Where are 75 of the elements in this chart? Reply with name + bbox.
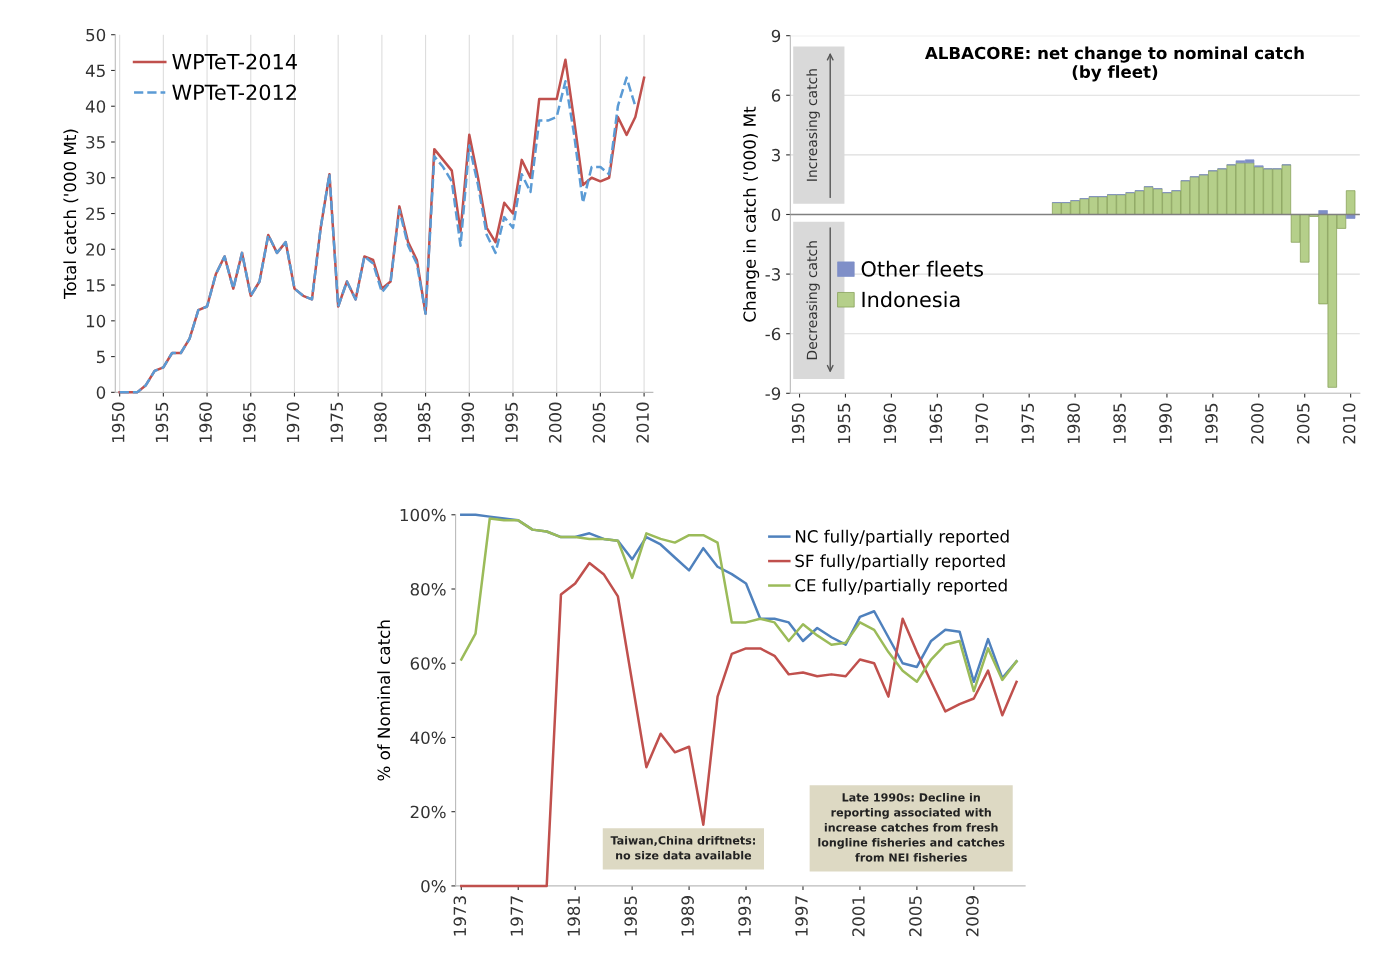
x-tick-label: 2005 [909, 896, 922, 937]
y-axis-title: Total catch ('000 Mt) [63, 129, 79, 299]
x-tick-label: 2010 [636, 402, 649, 443]
x-tick-label: 1950 [111, 402, 125, 442]
x-tick-label: 2010 [1342, 403, 1356, 444]
x-tick-label: 1955 [837, 403, 851, 443]
annotation: Decreasing catch [806, 241, 820, 360]
x-tick-label: 1993 [738, 896, 751, 936]
x-tick-label: 1980 [1067, 403, 1080, 443]
x-tick-label: 1995 [505, 402, 518, 442]
y-tick-label: 35 [86, 135, 105, 149]
x-tick-label: 1990 [461, 402, 475, 442]
y-tick-label: -6 [765, 327, 781, 341]
y-tick-label: 20% [410, 805, 446, 819]
x-tick-label: 1965 [242, 402, 256, 442]
annotation: Taiwan,China driftnets: no size data available [610, 835, 755, 860]
y-tick-label: 80% [410, 582, 446, 596]
x-tick-label: 2001 [852, 896, 865, 937]
x-tick-label: 1985 [624, 896, 637, 936]
x-tick-label: 1989 [681, 896, 694, 936]
legend-label: WPTeT-2012 [172, 84, 296, 101]
x-tick-label: 1970 [286, 402, 300, 442]
y-tick-label: 25 [86, 207, 105, 221]
x-tick-label: 1990 [1159, 403, 1172, 443]
y-tick-label: 30 [86, 171, 106, 185]
y-tick-label: 0% [421, 879, 446, 893]
y-tick-label: 0 [771, 208, 781, 222]
x-tick-label: 2005 [1296, 403, 1310, 444]
y-tick-label: 45 [85, 64, 105, 78]
y-tick-label: 40 [85, 100, 106, 113]
legend-label: Other fleets [861, 260, 984, 277]
y-axis-title: Change in catch ('000) Mt [743, 106, 760, 322]
x-tick-label: 1985 [417, 402, 431, 442]
x-tick-label: 2005 [592, 402, 606, 443]
annotation: Increasing catch [806, 69, 820, 181]
legend-label: CE fully/partially reported [795, 578, 1007, 595]
x-tick-label: 1981 [567, 896, 581, 936]
x-tick-label: 1995 [1205, 403, 1218, 443]
x-tick-label: 1980 [374, 402, 387, 442]
y-tick-label: 50 [86, 28, 106, 42]
x-tick-label: 1977 [510, 896, 524, 936]
x-tick-label: 1975 [1021, 403, 1034, 443]
y-tick-label: -9 [765, 387, 781, 400]
x-tick-label: 2000 [548, 402, 562, 443]
x-tick-label: 1965 [929, 403, 943, 443]
y-tick-label: 5 [96, 350, 105, 364]
y-tick-label: 40% [410, 731, 446, 745]
y-tick-label: 100% [400, 508, 446, 522]
text: ALBACORE: net change to nominal catch (by fleet) [924, 46, 1304, 82]
x-tick-label: 1973 [453, 896, 467, 936]
y-tick-label: 3 [771, 148, 780, 162]
x-tick-label: 2009 [966, 896, 979, 937]
y-tick-label: 0 [96, 386, 106, 399]
legend-label: NC fully/partially reported [795, 529, 1009, 546]
legend-label: SF fully/partially reported [795, 554, 1005, 571]
y-tick-label: 6 [771, 89, 781, 102]
legend-label: WPTeT-2014 [172, 53, 297, 70]
y-axis-title: % of Nominal catch [377, 620, 391, 781]
x-tick-label: 1955 [155, 402, 169, 442]
x-tick-label: 1970 [975, 403, 989, 443]
x-tick-label: 2000 [1251, 403, 1264, 444]
x-tick-label: 1975 [330, 402, 344, 442]
x-tick-label: 1960 [199, 402, 212, 442]
x-tick-label: 1960 [883, 403, 897, 443]
annotation: Late 1990s: Decline in reporting associated with increase catches from fresh longline fisheries and catches from NEI fisheries [818, 792, 1005, 862]
y-tick-label: 20 [86, 243, 106, 256]
y-tick-label: 9 [771, 29, 781, 43]
x-tick-label: 1950 [791, 403, 805, 443]
y-tick-label: 15 [86, 279, 105, 292]
y-tick-label: 10 [86, 314, 106, 328]
y-tick-label: 60% [410, 657, 446, 670]
x-tick-label: 1997 [795, 896, 808, 936]
y-tick-label: -3 [765, 268, 780, 281]
x-tick-label: 1985 [1113, 403, 1126, 443]
legend-label: Indonesia [862, 291, 960, 308]
